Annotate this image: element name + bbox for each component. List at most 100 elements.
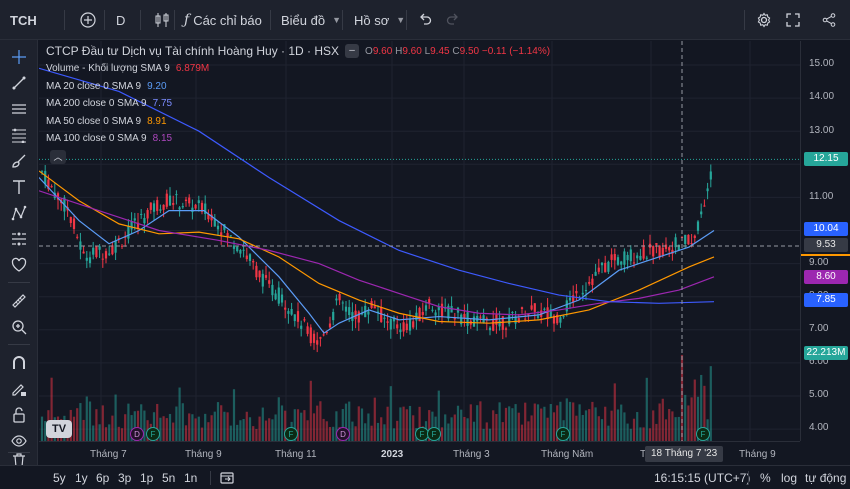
candle-body [664, 244, 668, 249]
volume-bar [498, 402, 501, 441]
text-tool[interactable] [6, 176, 32, 198]
fib-tool[interactable] [6, 124, 32, 146]
volume-bar [584, 410, 588, 441]
candle-body [376, 311, 380, 313]
candle-body [533, 303, 536, 312]
volume-bar [79, 403, 82, 441]
volume-bar [492, 410, 495, 441]
crosshair-tool[interactable] [6, 46, 32, 68]
candle-body [79, 241, 82, 250]
volume-bar [232, 389, 236, 441]
prediction-tool[interactable] [6, 228, 32, 250]
range-1m-button[interactable]: 1p [140, 471, 154, 485]
redo-button[interactable] [446, 0, 460, 40]
candle-body [511, 311, 514, 313]
ma200-price-label: 7.85 [804, 293, 848, 307]
candle-body [220, 232, 223, 236]
ma200-line [39, 67, 715, 304]
volume-bar [367, 413, 370, 441]
time-axis[interactable]: Tháng 7 Tháng 9 Tháng 11 2023 Tháng 3 Th… [39, 441, 800, 465]
volume-bar [594, 407, 597, 441]
candle-body [677, 244, 680, 251]
candle-body [328, 323, 332, 328]
volume-bar [268, 418, 271, 441]
clock-time[interactable]: 16:15:15 (UTC+7) [654, 471, 751, 485]
symbol-search[interactable]: TCH [10, 12, 37, 28]
auto-scale-button[interactable]: tự động [805, 471, 847, 485]
candle-body [460, 314, 463, 325]
legend-ma20[interactable]: MA 20 close 0 SMA 9 9.20 [46, 81, 167, 92]
horizontal-lines-tool[interactable] [6, 98, 32, 120]
candle-body [168, 195, 172, 206]
range-3m-button[interactable]: 3p [118, 471, 132, 485]
candle-body [92, 247, 95, 255]
candle-body [517, 318, 520, 323]
range-5d-button[interactable]: 5n [162, 471, 176, 485]
candle-body [620, 261, 623, 265]
time-tick: Tháng 11 [275, 449, 317, 460]
volume-bar [136, 410, 140, 441]
chart-menu-button[interactable]: Biểu đồ ▼ [281, 0, 341, 40]
resolution-button[interactable]: D [116, 12, 126, 28]
legend-settings-button[interactable]: – [345, 44, 360, 58]
settings-button[interactable] [756, 0, 772, 40]
fullscreen-button[interactable] [786, 0, 800, 40]
range-1y-button[interactable]: 1y [75, 471, 88, 485]
volume-bar [95, 409, 98, 441]
volume-bar [159, 417, 162, 441]
compare-symbol-button[interactable] [80, 0, 96, 40]
trend-line-tool[interactable] [6, 72, 32, 94]
price-axis[interactable]: 15.00 14.00 13.00 11.00 9.00 8.00 7.00 6… [800, 41, 850, 441]
chevron-down-icon: ▼ [396, 15, 406, 25]
brush-tool[interactable] [6, 150, 32, 172]
measure-tool[interactable] [6, 290, 32, 312]
volume-bar [690, 397, 693, 441]
candle-body [360, 313, 364, 315]
volume-bar [460, 409, 463, 441]
candle-body [133, 218, 136, 221]
volume-bar [524, 402, 527, 441]
volume-bar [399, 407, 402, 441]
volume-bar [165, 418, 168, 441]
range-1d-button[interactable]: 1n [184, 471, 198, 485]
undo-button[interactable] [418, 0, 432, 40]
volume-bar [351, 421, 354, 441]
chart-style-button[interactable] [153, 0, 171, 40]
hide-drawings-tool[interactable] [6, 430, 32, 452]
pattern-tool[interactable] [6, 202, 32, 224]
candle-body [178, 207, 181, 210]
volume-bar [357, 406, 360, 441]
candle-body [194, 204, 197, 209]
stay-in-drawing-tool[interactable] [6, 378, 32, 400]
legend-volume[interactable]: Volume - Khối lượng SMA 9 6.879M [46, 63, 210, 74]
legend-ma100[interactable]: MA 100 close 0 SMA 9 8.15 [46, 133, 173, 144]
range-6m-button[interactable]: 6p [96, 471, 110, 485]
volume-bar [639, 427, 642, 441]
volume-bar [687, 405, 690, 441]
volume-bar [517, 412, 520, 441]
legend-ma200[interactable]: MA 200 close 0 SMA 9 7.75 [46, 98, 173, 109]
legend-collapse-button[interactable]: ︿ [50, 150, 66, 164]
magnet-tool[interactable] [6, 352, 32, 374]
lock-drawings-tool[interactable] [6, 404, 32, 426]
share-button[interactable] [822, 0, 836, 40]
percent-scale-button[interactable]: % [760, 471, 771, 485]
volume-bar [543, 406, 546, 441]
candle-body [258, 270, 261, 278]
favorites-tool[interactable] [6, 254, 32, 276]
templates-button[interactable]: Hồ sơ ▼ [354, 0, 405, 40]
moving-average-lines [39, 67, 715, 334]
legend-ma50[interactable]: MA 50 close 0 SMA 9 8.91 [46, 116, 167, 127]
range-5y-button[interactable]: 5y [53, 471, 66, 485]
goto-date-button[interactable] [220, 466, 234, 489]
volume-bar [197, 416, 200, 441]
candle-body [229, 235, 232, 237]
dividend-marker [336, 427, 350, 441]
volume-bar [466, 418, 469, 441]
zoom-tool[interactable] [6, 316, 32, 338]
candle-body [447, 305, 450, 319]
log-scale-button[interactable]: log [781, 471, 798, 485]
indicators-button[interactable]: ƒ Các chỉ báo [184, 0, 262, 40]
candle-body [290, 308, 293, 315]
